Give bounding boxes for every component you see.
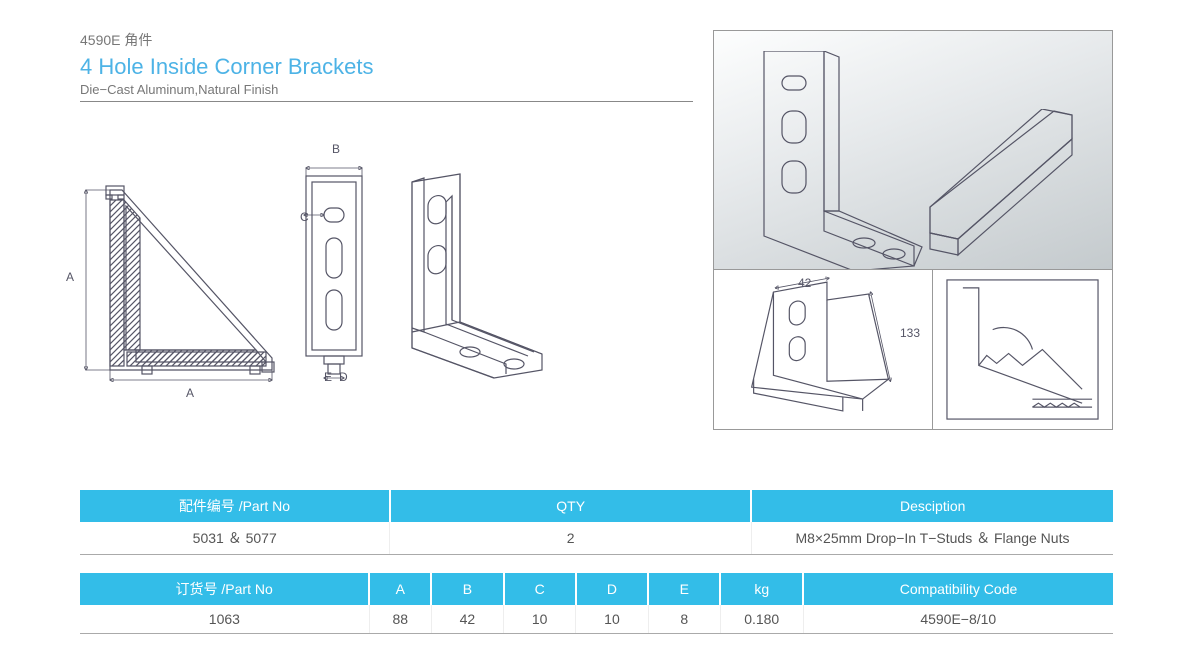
drawing-iso — [392, 172, 562, 382]
col-header: E — [648, 573, 720, 605]
col-header: 订货号 /Part No — [80, 573, 369, 605]
dim-D: D — [339, 370, 348, 384]
dim-E: E — [324, 370, 332, 384]
dim-A-left: A — [66, 270, 74, 284]
col-header: Desciption — [751, 490, 1113, 522]
photos: 42 133 — [713, 30, 1113, 430]
col-header: kg — [720, 573, 803, 605]
product-title: 4 Hole Inside Corner Brackets — [80, 54, 693, 80]
dim-A-bottom: A — [186, 386, 194, 400]
accessory-table: 配件编号 /Part NoQTYDesciption 5031 ＆ 50772M… — [80, 490, 1113, 555]
photo-dim: 42 133 — [713, 270, 933, 430]
product-subtitle: Die−Cast Aluminum,Natural Finish — [80, 82, 693, 97]
col-header: C — [504, 573, 576, 605]
drawing-front: B C E D — [294, 162, 374, 382]
col-header: B — [431, 573, 503, 605]
product-code: 4590E 角件 — [80, 30, 693, 50]
drawing-side: A A — [80, 182, 276, 382]
col-header: D — [576, 573, 648, 605]
table-row: 10638842101080.1804590E−8/10 — [80, 605, 1113, 634]
table-row: 5031 ＆ 50772M8×25mm Drop−In T−Studs ＆ Fl… — [80, 522, 1113, 555]
dim-133: 133 — [900, 326, 920, 340]
photo-detail — [933, 270, 1113, 430]
order-table: 订货号 /Part NoABCDEkgCompatibility Code 10… — [80, 573, 1113, 634]
col-header: QTY — [390, 490, 752, 522]
col-header: Compatibility Code — [803, 573, 1113, 605]
photo-main — [713, 30, 1113, 270]
dim-C: C — [300, 210, 309, 224]
col-header: A — [369, 573, 431, 605]
dim-42: 42 — [798, 276, 811, 290]
divider — [80, 101, 693, 102]
col-header: 配件编号 /Part No — [80, 490, 390, 522]
dim-B: B — [332, 142, 340, 156]
technical-drawings: A A — [80, 162, 693, 382]
